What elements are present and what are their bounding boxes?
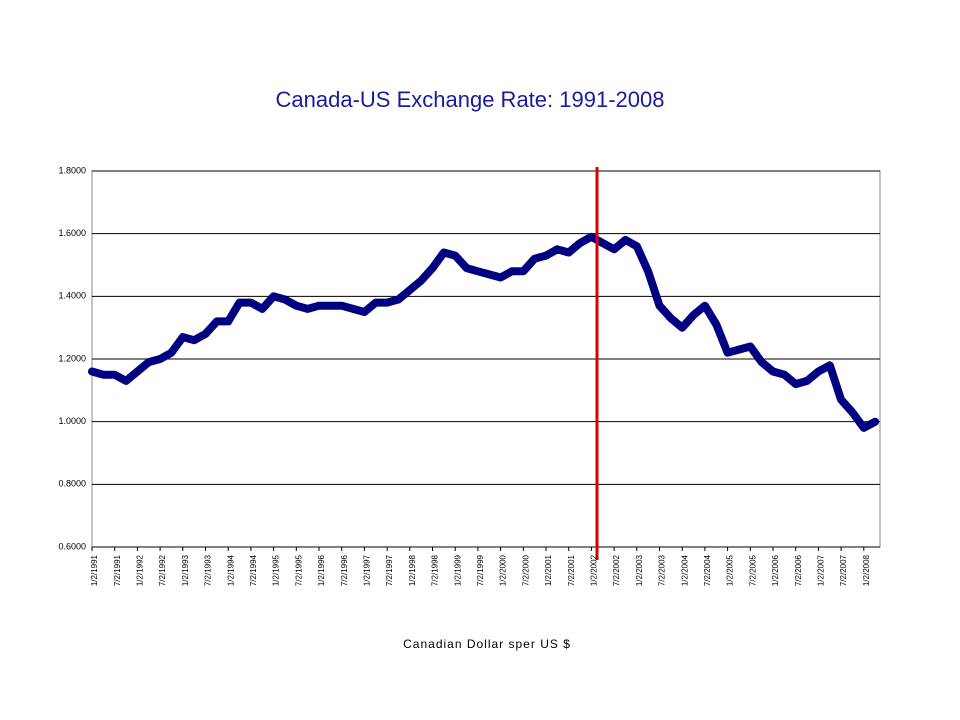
x-tick-label: 7/2/1993: [204, 554, 213, 586]
x-tick-label: 1/2/2006: [771, 554, 780, 586]
x-tick-label: 7/2/1995: [294, 554, 303, 586]
x-tick-label: 7/2/1998: [431, 554, 440, 586]
x-tick-label: 7/2/1996: [340, 554, 349, 586]
x-tick-label: 1/2/2007: [817, 554, 826, 586]
x-tick-label: 7/2/2003: [658, 554, 667, 586]
y-tick-label: 1.0000: [58, 416, 86, 426]
x-tick-label: 1/2/2004: [680, 554, 689, 586]
x-tick-label: 1/2/1992: [136, 554, 145, 586]
x-tick-label: 7/2/1994: [249, 554, 258, 586]
x-tick-label: 7/2/2005: [748, 554, 757, 586]
x-tick-label: 1/2/1994: [226, 554, 235, 586]
y-tick-label: 1.2000: [58, 353, 86, 363]
y-tick-label: 1.8000: [58, 165, 86, 175]
x-tick-label: 1/2/2005: [726, 554, 735, 586]
labels: 0.6000 0.8000 1.0000 1.2000 1.4000 1.6000 1.80…: [58, 165, 870, 586]
x-tick-label: 7/2/2006: [794, 554, 803, 586]
x-tick-label: 7/2/1997: [385, 554, 394, 586]
x-tick-label: 1/2/1995: [272, 554, 281, 586]
x-tick-label: 1/2/1998: [408, 554, 417, 586]
x-tick-label: 7/2/2004: [703, 554, 712, 586]
y-tick-label: 0.8000: [58, 479, 86, 489]
x-tick-label: 1/2/1993: [181, 554, 190, 586]
x-tick-label: 7/2/2007: [839, 554, 848, 586]
x-tick-label: 7/2/2000: [521, 554, 530, 586]
y-tick-label: 1.4000: [58, 291, 86, 301]
chart-title: Canada-US Exchange Rate: 1991-2008: [276, 87, 665, 112]
x-tick-label: 7/2/1991: [113, 554, 122, 586]
x-tick-label: 1/2/2002: [590, 554, 599, 586]
x-tick-label: 7/2/2002: [612, 554, 621, 586]
x-tick-label: 1/2/1999: [453, 554, 462, 586]
x-tick-label: 7/2/1992: [158, 554, 167, 586]
grid: [92, 170, 880, 548]
y-tick-label: 1.6000: [58, 228, 86, 238]
x-tick-label: 7/2/2001: [567, 554, 576, 586]
line-series: [88, 232, 880, 432]
x-tick-label: 1/2/2000: [499, 554, 508, 586]
x-tick-label: 1/2/1996: [317, 554, 326, 586]
x-tick-label: 1/2/1997: [363, 554, 372, 586]
y-tick-label: 0.6000: [58, 541, 86, 551]
x-tick-label: 1/2/1991: [90, 554, 99, 586]
x-tick-label: 7/2/1999: [476, 554, 485, 586]
x-tick-label: 1/2/2003: [635, 554, 644, 586]
x-axis-label: Canadian Dollar sper US $: [403, 637, 571, 651]
series: [88, 232, 880, 432]
x-tick-label: 1/2/2008: [862, 554, 871, 586]
x-tick-label: 1/2/2001: [544, 554, 553, 586]
